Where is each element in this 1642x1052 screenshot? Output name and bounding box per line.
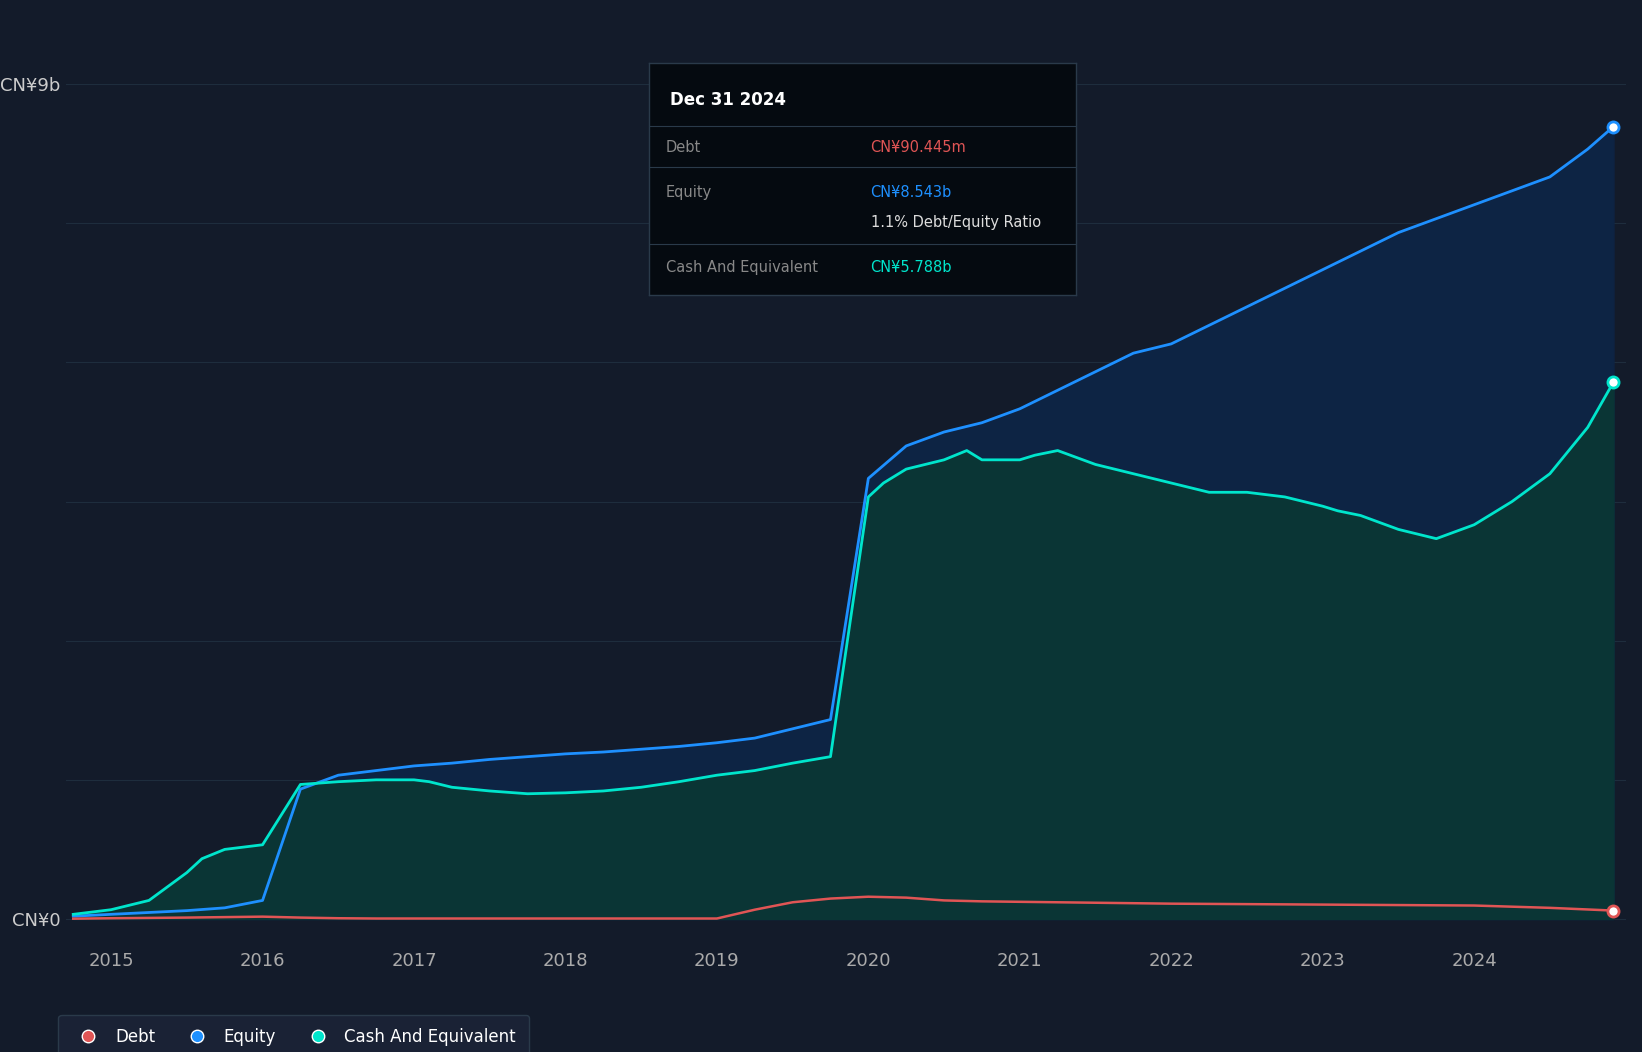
Text: Debt: Debt: [665, 140, 701, 155]
Text: Cash And Equivalent: Cash And Equivalent: [665, 261, 818, 276]
Text: CN¥90.445m: CN¥90.445m: [870, 140, 967, 155]
Text: Dec 31 2024: Dec 31 2024: [670, 90, 787, 109]
Legend: Debt, Equity, Cash And Equivalent: Debt, Equity, Cash And Equivalent: [59, 1014, 529, 1052]
Text: CN¥5.788b: CN¥5.788b: [870, 261, 952, 276]
Text: 1.1% Debt/Equity Ratio: 1.1% Debt/Equity Ratio: [870, 216, 1041, 230]
Text: Equity: Equity: [665, 185, 713, 200]
Text: CN¥8.543b: CN¥8.543b: [870, 185, 952, 200]
